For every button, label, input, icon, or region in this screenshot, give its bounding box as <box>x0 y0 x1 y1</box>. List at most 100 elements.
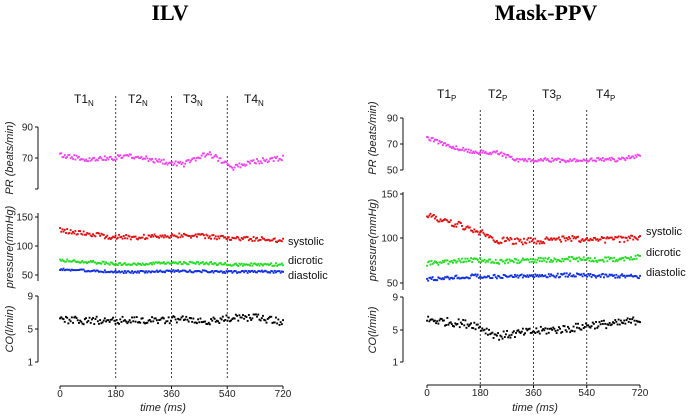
data-point <box>115 271 118 274</box>
data-point <box>572 325 575 328</box>
data-point <box>633 235 636 238</box>
data-point <box>601 323 604 325</box>
data-point <box>489 235 492 237</box>
data-point <box>523 274 525 277</box>
data-point <box>471 273 474 276</box>
data-point <box>231 236 234 239</box>
data-point <box>564 275 567 278</box>
data-point <box>591 321 594 324</box>
data-point <box>527 328 530 331</box>
data-point <box>527 259 530 261</box>
data-point <box>456 148 459 150</box>
data-point <box>218 237 221 240</box>
data-point <box>94 159 97 162</box>
data-point <box>606 158 609 160</box>
data-point <box>493 261 496 264</box>
phase-label-t2: T2N <box>128 92 148 108</box>
data-point <box>521 327 524 330</box>
data-point <box>550 273 552 276</box>
data-point <box>597 325 600 328</box>
data-point <box>191 234 194 237</box>
data-point <box>79 230 82 232</box>
data-point <box>510 259 513 262</box>
data-point <box>626 239 629 242</box>
data-point <box>463 260 466 263</box>
data-point <box>186 234 189 237</box>
data-point <box>578 273 581 276</box>
data-point <box>528 158 531 160</box>
data-point <box>536 274 539 276</box>
data-point <box>270 157 273 160</box>
data-point <box>131 236 133 238</box>
data-point <box>554 258 557 261</box>
data-point <box>632 238 635 241</box>
data-point <box>172 315 175 318</box>
data-point <box>468 151 471 154</box>
phase-label-t4: T4N <box>244 92 264 108</box>
data-point <box>596 261 599 263</box>
data-point <box>446 219 449 222</box>
data-point <box>474 230 477 233</box>
data-point <box>538 242 541 245</box>
data-point <box>266 271 269 274</box>
data-point <box>467 226 470 229</box>
data-point <box>534 159 537 162</box>
data-point <box>594 159 596 162</box>
data-point <box>243 163 246 166</box>
data-point <box>76 319 79 322</box>
data-point <box>447 143 450 146</box>
data-point <box>453 147 455 150</box>
data-point <box>127 263 130 266</box>
data-point <box>61 156 64 159</box>
data-point <box>118 233 120 236</box>
data-point <box>126 270 129 273</box>
data-point <box>69 269 72 272</box>
data-point <box>276 264 279 267</box>
data-point <box>262 264 264 267</box>
data-point <box>530 159 533 162</box>
data-point <box>226 263 229 266</box>
y-tick-label: 1 <box>392 358 398 369</box>
data-point <box>180 234 183 237</box>
data-point <box>266 263 269 266</box>
data-point <box>194 270 197 272</box>
data-point <box>511 242 514 245</box>
data-point <box>449 145 452 148</box>
data-point <box>625 274 628 277</box>
data-point <box>550 327 552 330</box>
data-point <box>547 256 550 259</box>
data-point <box>438 261 441 264</box>
data-point <box>520 241 523 244</box>
data-point <box>431 262 434 265</box>
data-point <box>470 149 472 152</box>
data-point <box>487 233 489 236</box>
data-point <box>142 157 145 160</box>
data-point <box>427 279 430 282</box>
data-point <box>225 270 228 272</box>
data-point <box>256 158 258 160</box>
data-point <box>197 270 199 272</box>
data-point <box>205 154 208 157</box>
data-point <box>142 233 145 236</box>
data-point <box>150 158 152 161</box>
data-point <box>62 267 65 270</box>
data-point <box>99 262 102 265</box>
data-point <box>599 259 602 262</box>
data-point <box>461 276 463 279</box>
data-point <box>551 328 554 331</box>
data-point <box>252 262 255 265</box>
data-point <box>470 322 472 325</box>
data-point <box>443 278 445 281</box>
data-point <box>165 269 168 272</box>
data-point <box>120 321 123 323</box>
data-point <box>619 274 622 277</box>
data-point <box>207 263 210 266</box>
data-point <box>572 274 575 277</box>
data-point <box>204 155 207 158</box>
data-point <box>145 237 148 240</box>
data-point <box>82 261 85 264</box>
data-point <box>211 262 214 265</box>
data-point <box>535 261 538 264</box>
data-point <box>590 238 593 241</box>
data-point <box>631 258 634 261</box>
